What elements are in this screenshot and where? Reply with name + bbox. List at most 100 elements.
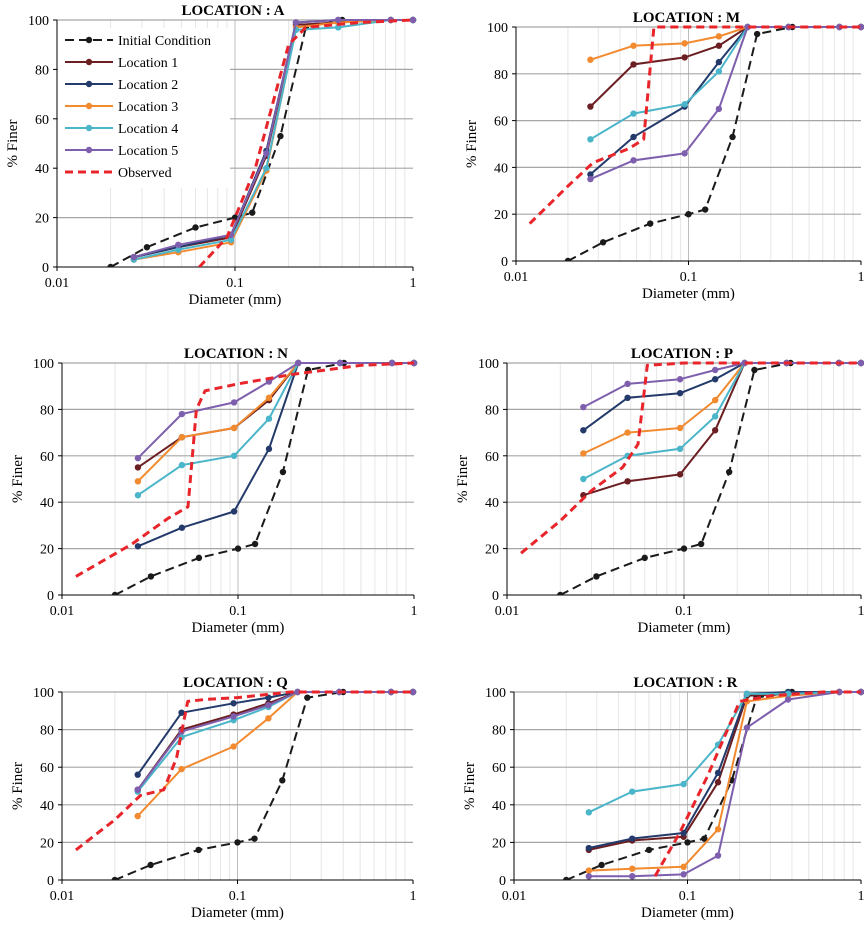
data-point-location-1 bbox=[630, 61, 637, 68]
data-point-initial-condition bbox=[697, 540, 705, 548]
legend-marker-location-3 bbox=[85, 102, 93, 110]
data-point-initial-condition bbox=[599, 239, 607, 246]
data-point-location-2 bbox=[628, 835, 636, 842]
data-point-initial-condition bbox=[598, 861, 605, 869]
data-point-location-5 bbox=[130, 253, 137, 261]
data-point-location-2 bbox=[624, 394, 631, 401]
chart-title: LOCATION : Q bbox=[183, 675, 288, 691]
y-tick-label: 40 bbox=[492, 799, 506, 814]
data-point-location-4 bbox=[265, 415, 273, 422]
y-tick-label: 100 bbox=[28, 14, 49, 29]
data-point-initial-condition bbox=[147, 573, 155, 580]
data-point-location-5 bbox=[175, 241, 182, 248]
data-point-initial-condition bbox=[143, 244, 151, 251]
data-point-location-1 bbox=[624, 478, 631, 485]
data-point-location-5 bbox=[335, 16, 342, 24]
data-point-location-3 bbox=[624, 429, 631, 436]
x-tick-label: 1 bbox=[411, 604, 418, 619]
data-point-location-5 bbox=[265, 701, 272, 709]
data-point-initial-condition bbox=[147, 861, 154, 869]
y-tick-label: 0 bbox=[501, 255, 508, 270]
legend-label: Location 5 bbox=[118, 144, 178, 159]
data-point-initial-condition bbox=[557, 591, 564, 595]
data-point-initial-condition bbox=[249, 209, 256, 216]
x-tick-label: 1 bbox=[858, 604, 864, 619]
y-tick-label: 40 bbox=[40, 496, 54, 511]
series-line-observed bbox=[198, 18, 414, 267]
data-point-location-4 bbox=[178, 461, 186, 469]
series-line-initial-condition bbox=[114, 362, 414, 595]
legend-marker-location-4 bbox=[85, 124, 93, 132]
x-axis-title: Diameter (mm) bbox=[638, 620, 731, 636]
data-point-location-3 bbox=[628, 865, 636, 872]
data-point-location-5 bbox=[628, 873, 636, 880]
chart-title: LOCATION : N bbox=[184, 346, 288, 362]
data-point-location-3 bbox=[714, 826, 722, 833]
x-tick-label: 0.01 bbox=[502, 889, 527, 904]
legend-label: Location 3 bbox=[118, 100, 178, 115]
legend-marker-initial-condition bbox=[85, 36, 93, 44]
data-point-location-1 bbox=[587, 103, 594, 110]
legend-label: Initial Condition bbox=[118, 34, 211, 49]
data-point-initial-condition bbox=[680, 545, 688, 552]
data-point-location-3 bbox=[265, 394, 273, 401]
x-tick-label: 0.01 bbox=[50, 604, 75, 619]
series-group bbox=[75, 359, 418, 595]
legend-marker-location-2 bbox=[85, 80, 93, 88]
data-point-location-3 bbox=[715, 33, 723, 40]
x-tick-label: 0.01 bbox=[504, 270, 529, 285]
y-tick-label: 20 bbox=[40, 543, 54, 558]
data-point-location-4 bbox=[227, 236, 235, 244]
data-point-location-5 bbox=[580, 403, 587, 411]
data-point-location-3 bbox=[178, 765, 185, 773]
data-point-location-2 bbox=[230, 508, 238, 515]
data-point-location-2 bbox=[178, 709, 185, 716]
y-tick-label: 20 bbox=[35, 212, 49, 227]
y-tick-label: 40 bbox=[35, 162, 49, 177]
data-point-location-5 bbox=[857, 23, 864, 31]
data-point-initial-condition bbox=[195, 846, 202, 854]
data-point-initial-condition bbox=[753, 30, 761, 38]
x-tick-label: 0.01 bbox=[45, 276, 70, 291]
data-point-location-5 bbox=[336, 359, 344, 367]
series-line-observed bbox=[520, 361, 861, 555]
y-tick-label: 60 bbox=[35, 113, 49, 128]
x-tick-label: 0.1 bbox=[679, 889, 697, 904]
data-point-location-4 bbox=[681, 101, 688, 108]
data-point-location-3 bbox=[580, 450, 587, 457]
data-point-location-5 bbox=[409, 688, 417, 696]
x-axis-title: Diameter (mm) bbox=[641, 905, 734, 921]
data-point-location-5 bbox=[715, 105, 723, 113]
data-point-location-5 bbox=[744, 23, 751, 31]
x-tick-label: 0.1 bbox=[226, 276, 244, 291]
y-tick-label: 60 bbox=[485, 450, 499, 465]
legend-marker-location-1 bbox=[85, 58, 93, 66]
y-tick-label: 80 bbox=[494, 68, 508, 83]
y-tick-label: 20 bbox=[494, 208, 508, 223]
data-point-initial-condition bbox=[725, 468, 733, 476]
data-point-location-4 bbox=[580, 475, 587, 483]
data-point-location-4 bbox=[628, 788, 636, 795]
y-axis-title: % Finer bbox=[5, 120, 21, 168]
data-point-location-2 bbox=[715, 58, 723, 66]
data-point-location-2 bbox=[134, 543, 142, 550]
data-point-location-5 bbox=[388, 359, 396, 367]
data-point-initial-condition bbox=[641, 554, 648, 562]
data-point-location-5 bbox=[292, 19, 300, 26]
data-point-location-5 bbox=[714, 852, 722, 859]
data-point-location-5 bbox=[230, 713, 237, 720]
legend-label: Observed bbox=[118, 166, 172, 181]
data-point-location-3 bbox=[134, 478, 142, 485]
data-point-location-3 bbox=[681, 40, 688, 47]
data-point-location-1 bbox=[134, 464, 142, 471]
y-tick-label: 100 bbox=[485, 686, 506, 701]
legend-label: Location 4 bbox=[118, 122, 178, 137]
data-point-location-2 bbox=[265, 445, 273, 453]
data-point-location-5 bbox=[585, 873, 593, 880]
data-point-location-2 bbox=[711, 376, 719, 383]
data-point-initial-condition bbox=[304, 694, 311, 701]
y-tick-label: 40 bbox=[485, 496, 499, 511]
data-point-initial-condition bbox=[111, 591, 119, 595]
y-tick-label: 0 bbox=[47, 589, 54, 604]
data-point-initial-condition bbox=[563, 876, 570, 880]
